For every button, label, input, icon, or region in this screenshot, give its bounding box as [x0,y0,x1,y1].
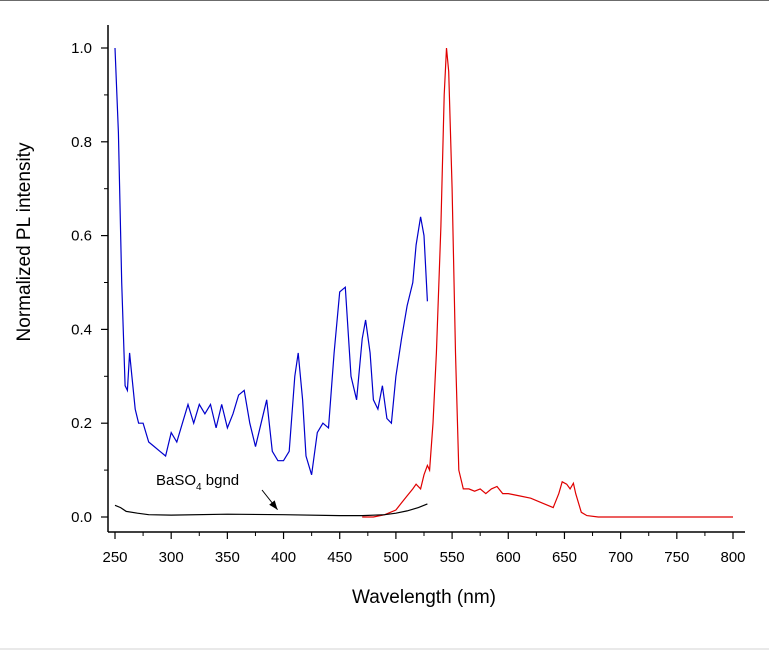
series-line-2 [114,503,428,517]
x-tick-label: 250 [102,549,127,566]
y-tick-label: 1.0 [71,40,92,57]
x-tick-label: 750 [664,549,689,566]
window-bottom-strip [0,648,769,650]
x-tick-label: 600 [496,549,521,566]
y-tick-label: 0.0 [71,509,92,526]
baso4-annotation: BaSO4 bgnd [156,472,278,510]
y-tick-label: 0.4 [71,321,92,338]
x-tick-label: 700 [608,549,633,566]
y-tick-label: 0.6 [71,228,92,245]
y-tick-label: 0.2 [71,415,92,432]
x-tick-label: 450 [327,549,352,566]
y-axis-title: Normalized PL intensity [14,142,35,341]
window-top-border [0,0,769,1]
axes-layer [107,25,745,533]
y-tick-label: 0.8 [71,134,92,151]
x-tick-label: 800 [720,549,745,566]
x-tick-label: 300 [159,549,184,566]
ticks-layer: 250 300 350 400 450 500 550 600 650 700 750 800 0.0 0… [71,40,745,566]
x-tick-label: 650 [552,549,577,566]
annotation-arrowhead [269,500,278,510]
series-line-0 [114,47,428,475]
x-axis-title: Wavelength (nm) [352,587,496,608]
series-line-1 [362,47,733,518]
x-tick-label: 500 [383,549,408,566]
annotation-label: BaSO4 bgnd [156,472,239,493]
x-tick-label: 400 [271,549,296,566]
series-layer [114,47,733,518]
x-tick-label: 350 [215,549,240,566]
x-tick-label: 550 [440,549,465,566]
